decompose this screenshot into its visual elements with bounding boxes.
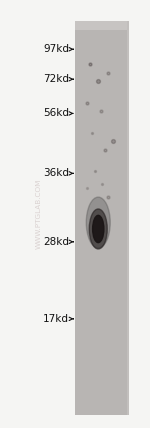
Text: 97kd: 97kd [43, 44, 69, 54]
Text: 56kd: 56kd [43, 108, 69, 119]
Bar [127, 21, 129, 415]
Text: 72kd: 72kd [43, 74, 69, 84]
Ellipse shape [93, 215, 104, 243]
Text: WWW.PTGLAB.COM: WWW.PTGLAB.COM [36, 179, 42, 249]
Ellipse shape [89, 209, 107, 249]
Text: 17kd: 17kd [43, 314, 69, 324]
Bar [75, 21, 129, 415]
Bar [75, 21, 129, 30]
Ellipse shape [86, 197, 110, 248]
Text: 36kd: 36kd [43, 168, 69, 178]
Text: 28kd: 28kd [43, 237, 69, 247]
